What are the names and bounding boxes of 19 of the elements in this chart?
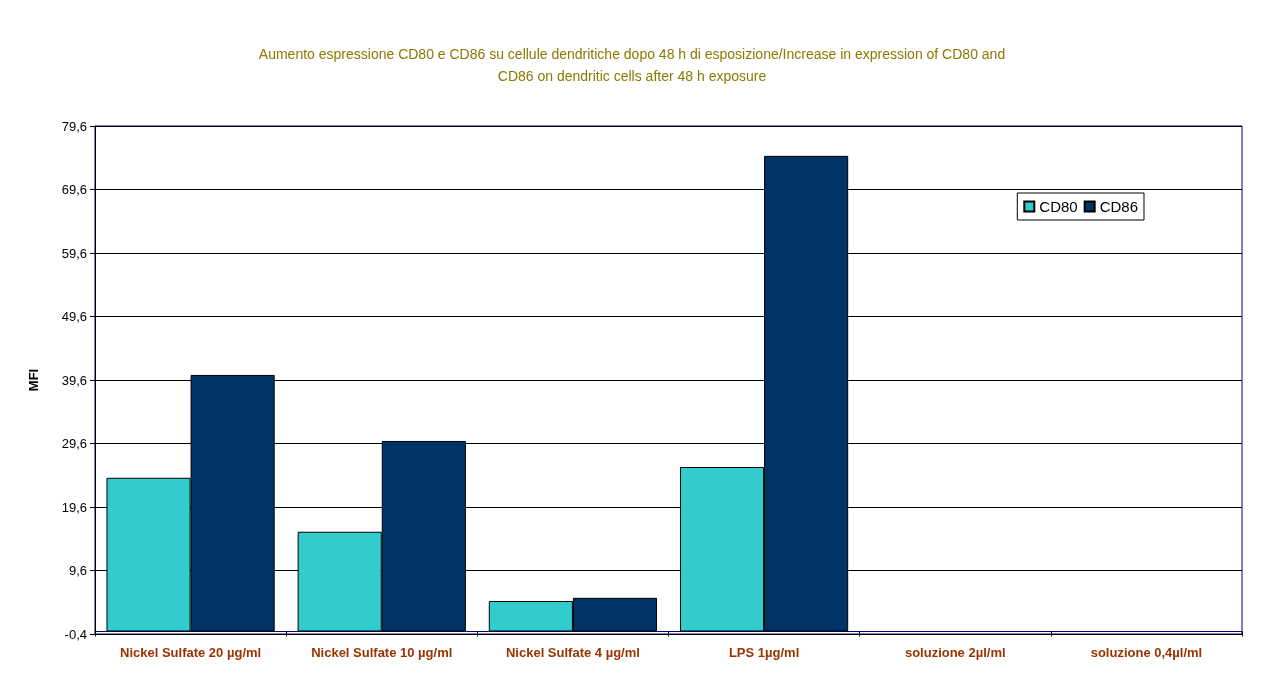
chart-title: Aumento espressione CD80 e CD86 su cellule dendritiche dopo 48 h di esposizione/Increase in expression of CD80 and CD86 on dendritic cells after 48 h exposure: [258, 46, 1006, 84]
y-tick-label: -0,4: [64, 626, 87, 642]
y-tick-label: 69,6: [61, 182, 87, 197]
y-tick-label: 49,6: [61, 309, 87, 324]
y-tick-label: 9,6: [68, 563, 87, 578]
y-axis-title: MFI: [26, 368, 41, 392]
x-tick-label: Nickel Sulfate 20 µg/ml: [120, 645, 262, 660]
y-tick-label: 59,6: [61, 245, 87, 261]
x-tick-label: Nickel Sulfate 4 µg/ml: [505, 645, 640, 660]
x-tick-label: soluzione 0,4µl/ml: [1090, 645, 1203, 660]
x-tick-label: LPS 1µg/ml: [728, 645, 800, 660]
y-tick-label: 29,6: [61, 436, 87, 451]
x-tick-label: soluzione 2µl/ml: [904, 645, 1006, 660]
y-tick-label: 39,6: [61, 372, 87, 388]
y-tick-label: 19,6: [61, 499, 87, 515]
x-tick-label: Nickel Sulfate 10 µg/ml: [311, 645, 453, 660]
legend-label: CD80: [1039, 198, 1078, 215]
legend-label: CD86: [1099, 198, 1139, 215]
y-tick-label: 79,6: [61, 118, 87, 134]
